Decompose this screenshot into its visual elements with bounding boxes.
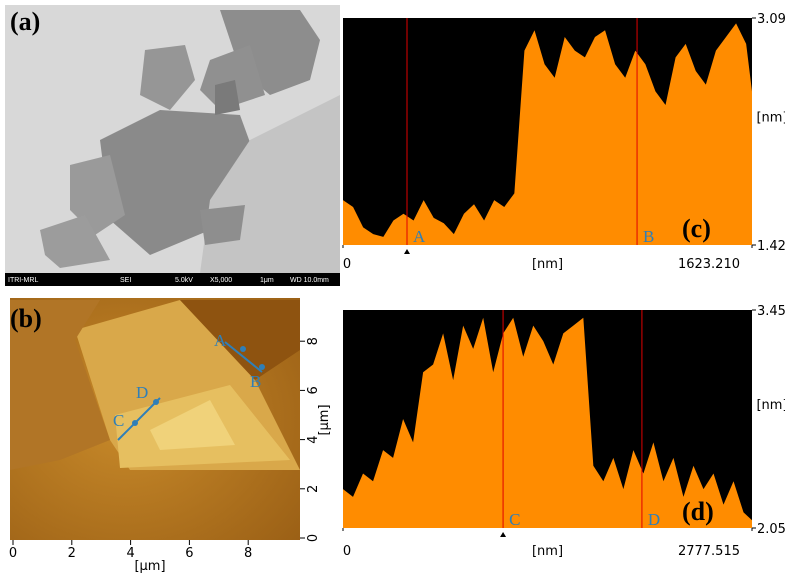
y-tick-label: 3.09 bbox=[757, 12, 785, 27]
marker-label: D bbox=[648, 510, 660, 529]
x-axis-label: [μm] bbox=[134, 559, 165, 574]
y-axis-label: [nm] bbox=[756, 111, 785, 126]
panel-label: (d) bbox=[682, 497, 714, 526]
y-tick-label: 2.05 bbox=[757, 522, 785, 537]
y-tick-label: 1.42 bbox=[757, 239, 785, 254]
y-tick-label: 8 bbox=[306, 337, 321, 345]
x-tick-label: 1623.210 bbox=[678, 257, 740, 272]
sem-footer: SEI bbox=[120, 277, 131, 284]
x-tick-label: 2777.515 bbox=[678, 544, 740, 559]
x-tick-label: 4 bbox=[126, 546, 134, 561]
x-tick-label: 0 bbox=[343, 544, 351, 559]
marker-label: B bbox=[643, 227, 654, 246]
marker-arrow bbox=[404, 249, 410, 254]
marker-label: C bbox=[509, 510, 520, 529]
sem-footer: 5.0kV bbox=[175, 277, 193, 284]
sem-footer: X5,000 bbox=[210, 277, 232, 284]
panel-label: (a) bbox=[10, 7, 40, 36]
y-tick-label: 3.45 bbox=[757, 304, 785, 319]
x-axis-label: [nm] bbox=[532, 544, 563, 559]
y-axis-label: [nm] bbox=[756, 398, 785, 413]
panel-label: (c) bbox=[682, 214, 711, 243]
y-tick-label: 0 bbox=[306, 534, 321, 542]
point-label: A bbox=[214, 331, 227, 350]
x-tick-label: 2 bbox=[68, 546, 76, 561]
y-axis-label: [μm] bbox=[317, 404, 332, 435]
afm-image bbox=[10, 298, 300, 540]
sem-footer: 1μm bbox=[260, 277, 274, 284]
point-label: B bbox=[250, 372, 261, 391]
y-tick-label: 6 bbox=[306, 386, 321, 394]
x-tick-label: 6 bbox=[185, 546, 193, 561]
panel-label: (b) bbox=[10, 304, 42, 333]
figure: (a) (b) ITRI-MRL SEI 5.0kV X5,000 1μm WD… bbox=[0, 0, 785, 575]
y-tick-label: 4 bbox=[306, 435, 321, 443]
point-label: D bbox=[136, 383, 148, 402]
y-tick-label: 2 bbox=[306, 485, 321, 493]
marker-arrow bbox=[500, 532, 506, 537]
x-axis-label: [nm] bbox=[532, 257, 563, 272]
marker-label: A bbox=[413, 227, 426, 246]
sem-image bbox=[5, 5, 340, 286]
x-tick-label: 0 bbox=[343, 257, 351, 272]
sem-footer: WD 10.0mm bbox=[290, 277, 329, 284]
x-tick-label: 0 bbox=[9, 546, 17, 561]
point-label: C bbox=[113, 411, 124, 430]
x-tick-label: 8 bbox=[244, 546, 252, 561]
sem-footer: ITRI-MRL bbox=[8, 277, 38, 284]
